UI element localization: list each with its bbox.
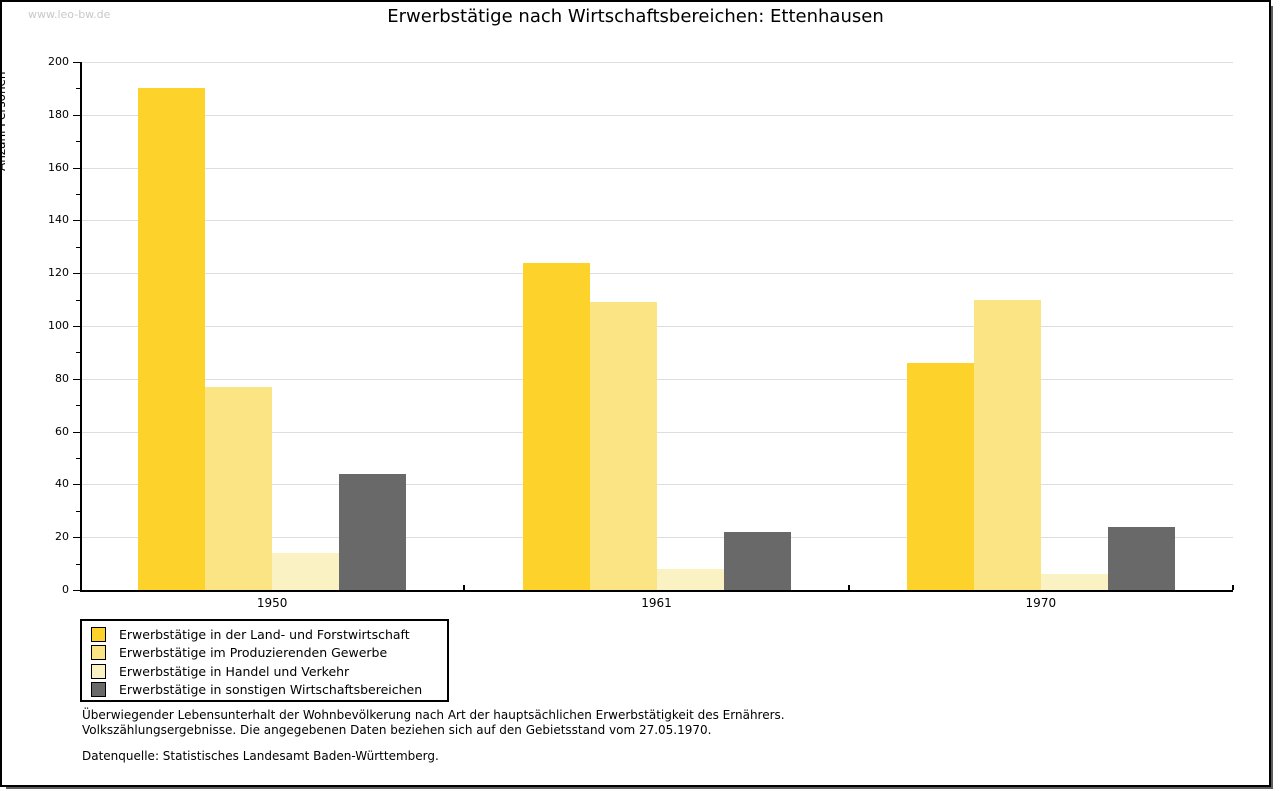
legend-item-label: Erwerbstätige in Handel und Verkehr — [119, 663, 350, 679]
y-tick-label-140: 140 — [48, 213, 69, 227]
bar-1950-series-1 — [138, 88, 206, 590]
y-tick-90 — [76, 352, 80, 354]
legend-item-label: Erwerbstätige im Produzierenden Gewerbe — [119, 645, 388, 661]
y-tick-170 — [76, 141, 80, 143]
y-tick-40 — [73, 484, 80, 486]
footnote-text: Überwiegender Lebensunterhalt der Wohnbe… — [82, 708, 785, 737]
bar-1961-series-1 — [522, 262, 590, 590]
legend-item-2: Erwerbstätige im Produzierenden Gewerbe — [82, 644, 447, 663]
gridline-200 — [80, 62, 1233, 63]
bar-1961-series-2 — [589, 302, 657, 590]
y-tick-label-20: 20 — [55, 530, 69, 544]
y-tick-120 — [73, 273, 80, 275]
y-tick-100 — [73, 326, 80, 327]
legend-item-1: Erwerbstätige in der Land- und Forstwirt… — [82, 625, 447, 644]
chart-title: Erwerbstätige nach Wirtschaftsbereichen:… — [387, 6, 884, 27]
y-tick-30 — [76, 510, 80, 512]
y-tick-10 — [76, 563, 80, 565]
footnote-line-1: Überwiegender Lebensunterhalt der Wohnbe… — [82, 708, 785, 722]
bar-1950-series-3 — [272, 553, 340, 590]
legend-item-label: Erwerbstätige in sonstigen Wirtschaftsbe… — [119, 682, 423, 698]
gridline-120 — [80, 273, 1233, 275]
x-boundary-tick-1 — [463, 585, 466, 590]
y-tick-140 — [73, 220, 80, 222]
y-tick-20 — [73, 537, 80, 539]
y-tick-60 — [73, 431, 80, 433]
gridline-180 — [80, 114, 1233, 116]
bar-1961-series-3 — [656, 568, 724, 590]
legend-box: Erwerbstätige in der Land- und Forstwirt… — [80, 619, 449, 702]
data-source-text: Datenquelle: Statistisches Landesamt Bad… — [82, 749, 439, 763]
y-tick-label-40: 40 — [55, 477, 69, 491]
y-tick-200 — [73, 62, 80, 63]
bar-1970-series-4 — [1107, 526, 1175, 590]
y-tick-180 — [73, 114, 80, 116]
y-tick-label-160: 160 — [48, 160, 69, 174]
gridline-80 — [80, 378, 1233, 380]
y-tick-80 — [73, 378, 80, 380]
plot-area: 0 20 40 60 80 100 120 140 160 180 200 1950 1961 1970 — [2, 2, 1269, 785]
gridline-20 — [80, 537, 1233, 539]
y-tick-label-180: 180 — [48, 107, 69, 121]
y-tick-label-60: 60 — [55, 424, 69, 438]
x-category-label-1950: 1950 — [256, 596, 288, 610]
bar-1970-series-2 — [973, 299, 1041, 590]
y-tick-label-120: 120 — [48, 266, 69, 280]
bar-1961-series-4 — [723, 531, 791, 590]
legend-item-4: Erwerbstätige in sonstigen Wirtschaftsbe… — [82, 681, 447, 700]
gridline-140 — [80, 220, 1233, 222]
x-category-label-1961: 1961 — [641, 596, 672, 610]
y-tick-50 — [76, 458, 80, 459]
y-axis-line — [80, 62, 82, 592]
gridline-100 — [80, 326, 1233, 327]
x-category-label-1970: 1970 — [1025, 596, 1057, 610]
y-tick-label-0: 0 — [62, 583, 69, 596]
legend-swatch-icon — [91, 663, 106, 679]
y-tick-label-200: 200 — [48, 55, 69, 68]
y-tick-150 — [76, 194, 80, 195]
bar-1970-series-3 — [1040, 574, 1108, 590]
y-tick-190 — [76, 88, 80, 90]
y-tick-130 — [76, 246, 80, 248]
bar-1950-series-2 — [205, 386, 273, 590]
legend-item-label: Erwerbstätige in der Land- und Forstwirt… — [119, 626, 410, 642]
legend-swatch-icon — [91, 645, 106, 661]
y-tick-label-80: 80 — [55, 371, 69, 385]
y-tick-0 — [73, 590, 80, 591]
x-boundary-tick-3 — [1232, 585, 1234, 590]
legend-swatch-icon — [91, 682, 106, 698]
x-axis-line — [80, 590, 1233, 592]
gridline-60 — [80, 431, 1233, 433]
legend-item-3: Erwerbstätige in Handel und Verkehr — [82, 662, 447, 681]
bar-1950-series-4 — [339, 473, 407, 590]
footnote-line-2: Volkszählungsergebnisse. Die angegebenen… — [82, 722, 712, 737]
x-boundary-tick-2 — [847, 585, 850, 590]
legend-swatch-icon — [91, 626, 106, 642]
watermark: www.leo-bw.de — [28, 8, 111, 21]
y-tick-70 — [76, 405, 80, 407]
gridline-40 — [80, 484, 1233, 486]
y-tick-110 — [76, 299, 80, 301]
gridline-160 — [80, 167, 1233, 169]
bar-1970-series-1 — [906, 362, 974, 590]
y-tick-160 — [73, 167, 80, 169]
y-tick-label-100: 100 — [48, 319, 69, 332]
